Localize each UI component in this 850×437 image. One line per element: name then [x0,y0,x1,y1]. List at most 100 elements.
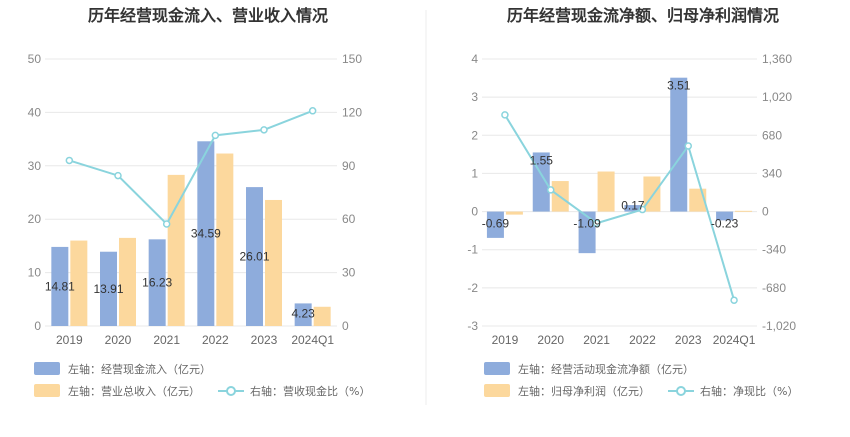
legend-marker-cash-ratio [226,386,236,396]
ratio-line-point [211,131,220,140]
cashflow-revenue-chart: 历年经营现金流入、营业收入情况 0 10 20 30 40 50 0 30 60 90 120 15… [28,6,371,398]
data-label: 13.91 [93,282,123,296]
x-tick-label: 2024Q1 [713,333,756,347]
left-tick-label: 1 [471,166,478,180]
x-tick-label: 2023 [675,333,702,347]
left-tick-label: 4 [471,52,478,66]
data-label: -0.69 [482,217,510,231]
data-label: 34.59 [191,227,221,241]
legend-label: 左轴：归母净利润（亿元） [518,384,650,398]
right-tick-label: 680 [762,128,782,142]
left-tick-label: -3 [467,319,478,333]
right-tick-label: 30 [342,266,356,280]
bar-primary [578,211,596,254]
chart-title: 历年经营现金流净额、归母净利润情况 [507,6,779,25]
data-label: 0.17 [621,199,645,213]
ratio-line-point [501,111,509,119]
data-label: 4.23 [291,306,315,320]
left-tick-label: 10 [28,266,42,280]
left-tick-label: 30 [28,159,42,173]
legend-marker-net-cash-ratio [676,386,686,396]
right-tick-label: -1,020 [762,319,796,333]
ratio-line-point [308,107,317,115]
x-tick-label: 2021 [153,333,180,347]
right-tick-label: 340 [762,166,782,180]
legend-label: 左轴：营业总收入（亿元） [68,384,200,398]
data-labels: -0.69 1.55 -1.09 0.17 3.51 -0.23 [482,79,739,231]
bar-secondary [505,211,523,215]
ratio-line-point [684,142,692,150]
right-tick-label: 1,360 [762,52,792,66]
ratio-line-point [730,296,738,304]
data-label: 1.55 [530,153,554,167]
legend-label: 右轴：净现比（%） [700,384,798,398]
legend-label: 左轴：经营活动现金流净额（亿元） [518,362,694,376]
ratio-line-point [260,126,268,134]
legend-swatch-cash-inflow [34,362,60,375]
legend-swatch-net-profit [484,384,510,397]
bar-secondary [216,153,234,326]
left-axis-ticks: 0 10 20 30 40 50 [28,52,42,333]
left-tick-label: -2 [467,281,478,295]
data-label: -1.09 [573,217,601,231]
legend-label: 左轴：经营现金流入（亿元） [68,362,211,376]
bar-secondary [265,199,282,326]
x-tick-label: 2020 [105,333,132,347]
right-tick-label: 120 [342,105,362,119]
bar-primary [51,246,69,326]
legend-item-net-cash-ratio[interactable]: 右轴：净现比（%） [668,384,798,398]
x-tick-label: 2023 [251,333,278,347]
legend-item-cash-ratio[interactable]: 右轴：营收现金比（%） [218,384,370,398]
ratio-line-point [162,220,171,228]
bar-primary [624,205,642,212]
right-axis-ticks: -1,020 -680 -340 0 340 680 1,020 1,360 [762,52,796,333]
grid-lines [482,58,757,327]
ratio-line-point [114,171,122,180]
data-label: 14.81 [45,279,75,293]
legend-item-revenue[interactable]: 左轴：营业总收入（亿元） [34,384,200,398]
data-label: -0.23 [711,217,739,231]
right-tick-label: 0 [762,205,769,219]
ratio-line-path [504,114,736,301]
data-labels: 14.81 13.91 16.23 34.59 26.01 4.23 [45,227,315,321]
ratio-line-point [547,186,555,194]
legend-item-net-profit[interactable]: 左轴：归母净利润（亿元） [484,384,650,398]
left-tick-label: 0 [471,205,478,219]
bar-primary [197,141,215,326]
ratio-line [65,107,317,228]
x-tick-label: 2022 [629,333,656,347]
data-label: 3.51 [667,79,691,93]
bar-secondary [313,306,331,326]
netcash-netprofit-chart: 历年经营现金流净额、归母净利润情况 -3 -2 -1 0 1 2 3 4 -1,020 -680… [467,6,798,398]
chart-title: 历年经营现金流入、营业收入情况 [88,6,328,25]
x-tick-label: 2021 [583,333,610,347]
x-tick-label: 2020 [537,333,564,347]
bar-primary [670,77,688,212]
bar-primary [246,187,263,326]
ratio-line-point [65,156,74,165]
left-tick-label: 50 [28,52,42,66]
right-tick-label: -340 [762,243,786,257]
legend[interactable]: 左轴：经营活动现金流净额（亿元） 左轴：归母净利润（亿元） 右轴：净现比（%） [484,362,798,398]
bar-primary [100,251,117,326]
legend[interactable]: 左轴：经营现金流入（亿元） 左轴：营业总收入（亿元） 右轴：营收现金比（%） [34,362,370,398]
x-tick-label: 2019 [56,333,83,347]
legend-label: 右轴：营收现金比（%） [250,384,370,398]
ratio-line-point [592,219,601,227]
left-tick-label: 0 [34,319,41,333]
legend-item-net-cashflow[interactable]: 左轴：经营活动现金流净额（亿元） [484,362,694,376]
left-tick-label: -1 [467,243,478,257]
right-tick-label: 1,020 [762,90,792,104]
bar-primary [148,239,166,326]
bar-secondary [597,171,615,212]
ratio-line [501,111,738,304]
x-tick-label: 2022 [202,333,229,347]
bar-secondary [70,240,88,326]
right-tick-label: 60 [342,212,356,226]
ratio-line-point [638,205,647,214]
legend-swatch-revenue [34,384,60,397]
left-tick-label: 20 [28,212,42,226]
legend-item-cash-inflow[interactable]: 左轴：经营现金流入（亿元） [34,362,211,376]
data-label: 26.01 [239,250,269,264]
right-tick-label: 90 [342,159,356,173]
